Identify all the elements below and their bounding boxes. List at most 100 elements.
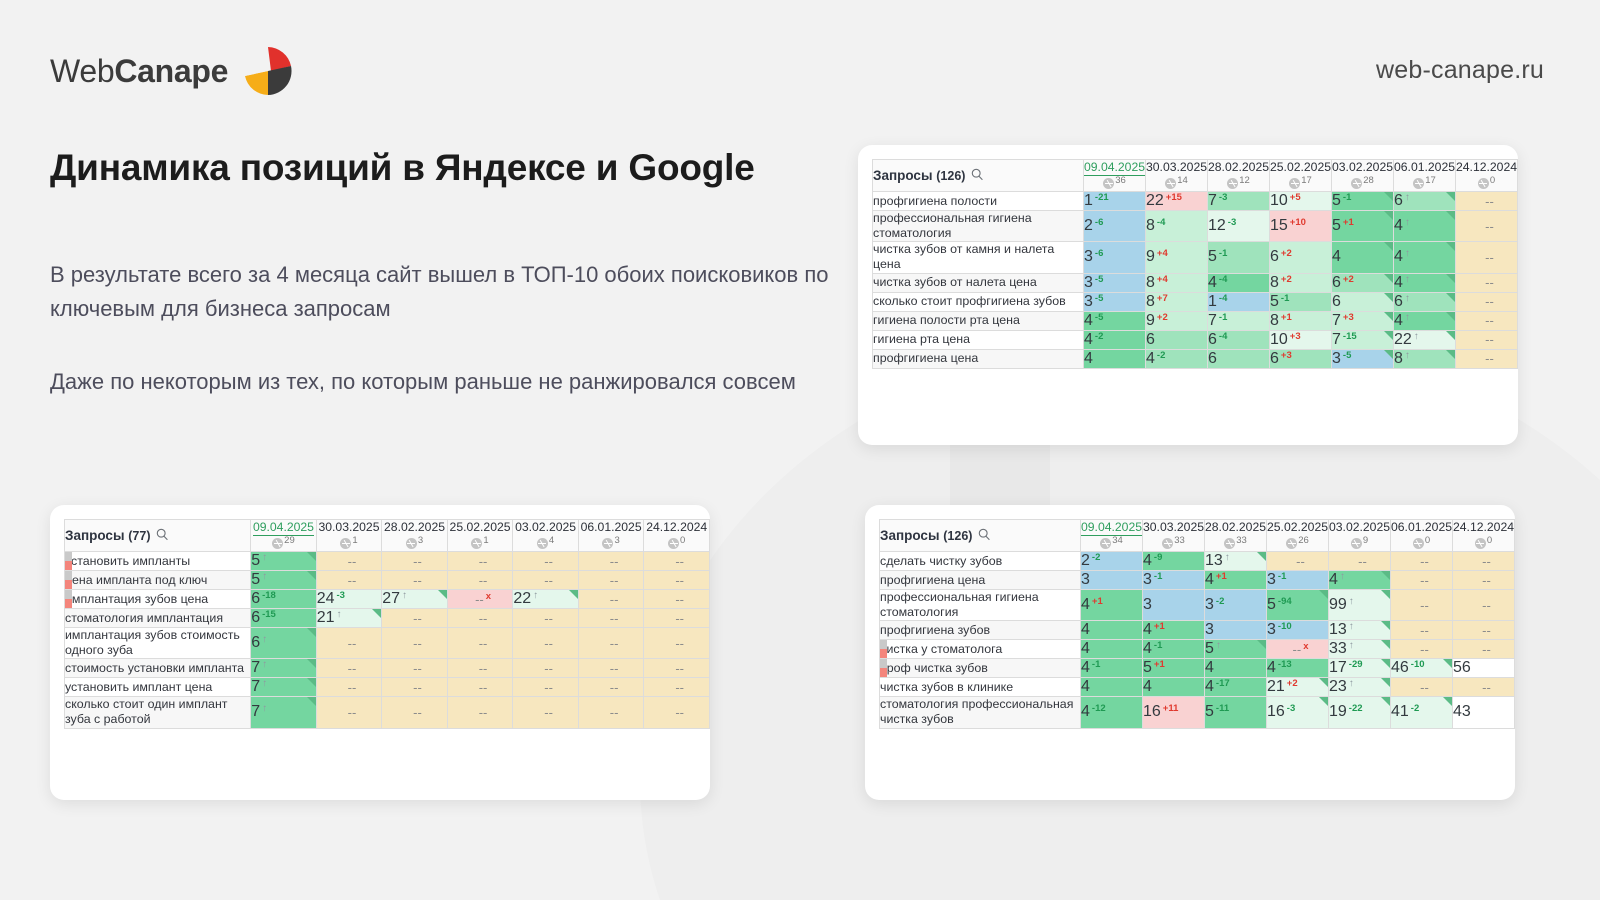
query-cell[interactable]: установить импланты <box>63 551 252 572</box>
position-cell[interactable]: 21 ↑ <box>315 608 383 629</box>
position-cell[interactable]: 3 -1 <box>1266 570 1329 591</box>
date-column-header[interactable]: 24.12.2024 0 <box>1455 158 1518 193</box>
position-cell[interactable]: -- <box>446 551 514 572</box>
position-cell[interactable]: -- <box>1452 620 1515 641</box>
position-cell[interactable]: -- <box>643 551 710 572</box>
position-cell[interactable]: -- <box>577 589 645 610</box>
position-cell[interactable]: 24 -3 <box>315 589 383 610</box>
date-column-header[interactable]: 09.04.2025 29 <box>250 518 317 553</box>
position-cell[interactable]: 6 ↑ <box>250 627 317 660</box>
position-cell[interactable]: 7 -15 <box>1331 329 1394 350</box>
position-cell[interactable]: -- <box>512 551 579 572</box>
position-cell[interactable]: 23 ↑ <box>1328 677 1391 698</box>
position-cell[interactable]: 8 +2 <box>1269 272 1332 293</box>
query-cell[interactable]: сделать чистку зубов <box>879 551 1081 572</box>
position-cell[interactable]: -- <box>577 677 645 698</box>
position-cell[interactable]: -- <box>643 570 710 591</box>
date-column-header[interactable]: 24.12.2024 0 <box>1452 518 1515 553</box>
position-cell[interactable]: 4 -2 <box>1145 348 1208 369</box>
date-column-header[interactable]: 25.02.2025 26 <box>1266 518 1329 553</box>
position-cell[interactable]: 4 <box>1080 677 1143 698</box>
position-cell[interactable]: 46 -10 <box>1390 658 1453 679</box>
position-cell[interactable]: 1 -21 <box>1083 191 1146 212</box>
position-cell[interactable]: 10 +3 <box>1269 329 1332 350</box>
position-cell[interactable]: -- <box>1455 191 1518 212</box>
position-cell[interactable]: 6 ↑ <box>1393 291 1456 312</box>
magnifier-icon[interactable] <box>978 528 991 544</box>
position-cell[interactable]: 16 -3 <box>1266 696 1329 729</box>
date-column-header[interactable]: 09.04.2025 36 <box>1083 158 1146 193</box>
position-cell[interactable]: -- <box>381 658 448 679</box>
position-cell[interactable]: 4 +1 <box>1080 589 1143 622</box>
position-cell[interactable]: -- <box>643 589 710 610</box>
position-cell[interactable]: 6 +3 <box>1269 348 1332 369</box>
position-cell[interactable]: -- <box>643 696 710 729</box>
position-cell[interactable]: 3 <box>1142 589 1205 622</box>
position-cell[interactable]: 4 -2 <box>1083 329 1146 350</box>
position-cell[interactable]: -- <box>1455 329 1518 350</box>
position-cell[interactable]: 5 ↑ <box>250 551 317 572</box>
position-cell[interactable]: -- <box>315 677 383 698</box>
position-cell[interactable]: -- <box>643 677 710 698</box>
position-cell[interactable]: 4 ↑ <box>1328 570 1391 591</box>
table-row[interactable]: чистка зубов от налета цена 3 -5 8 +4 4 -4 8 +2 6… <box>872 272 1518 293</box>
position-cell[interactable]: 21 +2 <box>1266 677 1329 698</box>
position-cell[interactable]: -- <box>512 570 579 591</box>
position-cell[interactable]: -- <box>1455 272 1518 293</box>
position-cell[interactable]: 33 ↑ <box>1328 639 1391 660</box>
position-cell[interactable]: 6 +2 <box>1331 272 1394 293</box>
position-cell[interactable]: -- <box>1452 589 1515 622</box>
position-cell[interactable]: 17 -29 <box>1328 658 1391 679</box>
date-column-header[interactable]: 03.02.2025 9 <box>1328 518 1391 553</box>
date-column-header[interactable]: 30.03.2025 1 <box>315 518 383 553</box>
table-row[interactable]: стоматология профессиональная чистка зуб… <box>879 696 1515 729</box>
position-cell[interactable]: 5 ↑ <box>1204 639 1267 660</box>
date-column-header[interactable]: 06.01.2025 3 <box>577 518 645 553</box>
position-cell[interactable]: -- <box>577 608 645 629</box>
date-column-header[interactable]: 25.02.2025 1 <box>446 518 514 553</box>
position-cell[interactable]: 7 ↑ <box>250 677 317 698</box>
position-cell[interactable]: -- <box>315 658 383 679</box>
position-cell[interactable]: 3 -5 <box>1083 272 1146 293</box>
query-cell[interactable]: проф чистка зубов <box>879 658 1081 679</box>
position-cell[interactable]: 4 -13 <box>1266 658 1329 679</box>
position-cell[interactable]: 4 <box>1083 348 1146 369</box>
query-cell[interactable]: профессиональная гигиена стоматология <box>879 589 1081 622</box>
position-cell[interactable]: -- <box>512 608 579 629</box>
position-cell[interactable]: 4 -9 <box>1142 551 1205 572</box>
table-row[interactable]: проф чистка зубов 4 -1 5 +1 4 4 -13 17 -29 46 -10 56 <box>879 658 1515 679</box>
table-row[interactable]: сделать чистку зубов 2 -2 4 -9 13 ↑ -- -- -- -- <box>879 551 1515 572</box>
position-cell[interactable]: 3 <box>1204 620 1267 641</box>
position-cell[interactable]: 8 +7 <box>1145 291 1208 312</box>
position-cell[interactable]: 6 -4 <box>1207 329 1270 350</box>
table-row[interactable]: профгигиена зубов 4 4 +1 3 3 -10 13 ↑ -- -- <box>879 620 1515 641</box>
position-cell[interactable]: 13 ↑ <box>1328 620 1391 641</box>
position-cell[interactable]: 4 +1 <box>1142 620 1205 641</box>
position-cell[interactable]: 56 <box>1452 658 1515 679</box>
position-cell[interactable]: 5 -1 <box>1207 241 1270 274</box>
position-cell[interactable]: 12 -3 <box>1207 210 1270 243</box>
position-cell[interactable]: -- <box>1455 348 1518 369</box>
position-cell[interactable]: 4 +1 <box>1204 570 1267 591</box>
position-cell[interactable]: -- <box>512 677 579 698</box>
query-cell[interactable]: профгигиена цена <box>872 348 1084 369</box>
table-row[interactable]: профессиональная гигиена стоматология 2 -6… <box>872 210 1518 243</box>
position-cell[interactable]: -- <box>381 677 448 698</box>
position-cell[interactable]: 8 +1 <box>1269 310 1332 331</box>
table-row[interactable]: имплантация зубов цена 6 -18 24 -3 27 ↑ -- x 22 ↑ -… <box>63 589 710 610</box>
magnifier-icon[interactable] <box>971 168 984 184</box>
position-cell[interactable]: 16 +11 <box>1142 696 1205 729</box>
position-cell[interactable]: 4 ↑ <box>1393 241 1456 274</box>
position-cell[interactable]: 7 ↑ <box>250 696 317 729</box>
position-cell[interactable]: 7 +3 <box>1331 310 1394 331</box>
position-cell[interactable]: 3 -6 <box>1083 241 1146 274</box>
position-cell[interactable]: -- <box>1455 210 1518 243</box>
position-cell[interactable]: -- <box>315 551 383 572</box>
position-cell[interactable]: -- <box>643 658 710 679</box>
query-cell[interactable]: профессиональная гигиена стоматология <box>872 210 1084 243</box>
query-cell[interactable]: гигиена полости рта цена <box>872 310 1084 331</box>
position-cell[interactable]: -- <box>315 627 383 660</box>
query-cell[interactable]: сколько стоит профгигиена зубов <box>872 291 1084 312</box>
date-column-header[interactable]: 24.12.2024 0 <box>643 518 710 553</box>
query-cell[interactable]: профгигиена зубов <box>879 620 1081 641</box>
